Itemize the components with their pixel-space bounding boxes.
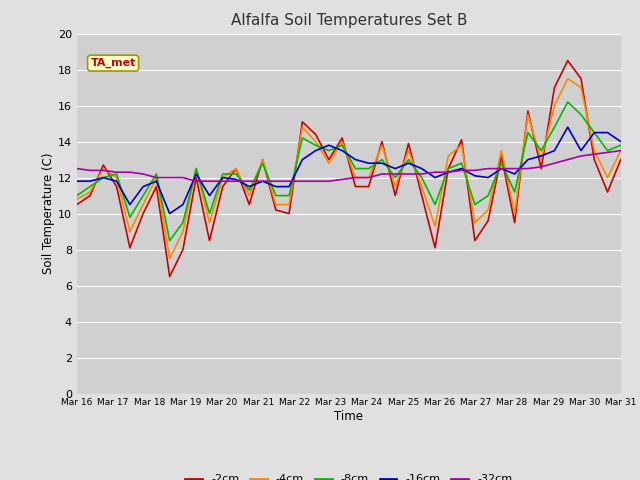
Legend: -2cm, -4cm, -8cm, -16cm, -32cm: -2cm, -4cm, -8cm, -16cm, -32cm bbox=[181, 470, 516, 480]
Y-axis label: Soil Temperature (C): Soil Temperature (C) bbox=[42, 153, 55, 275]
Title: Alfalfa Soil Temperatures Set B: Alfalfa Soil Temperatures Set B bbox=[230, 13, 467, 28]
Text: TA_met: TA_met bbox=[90, 58, 136, 68]
X-axis label: Time: Time bbox=[334, 410, 364, 423]
